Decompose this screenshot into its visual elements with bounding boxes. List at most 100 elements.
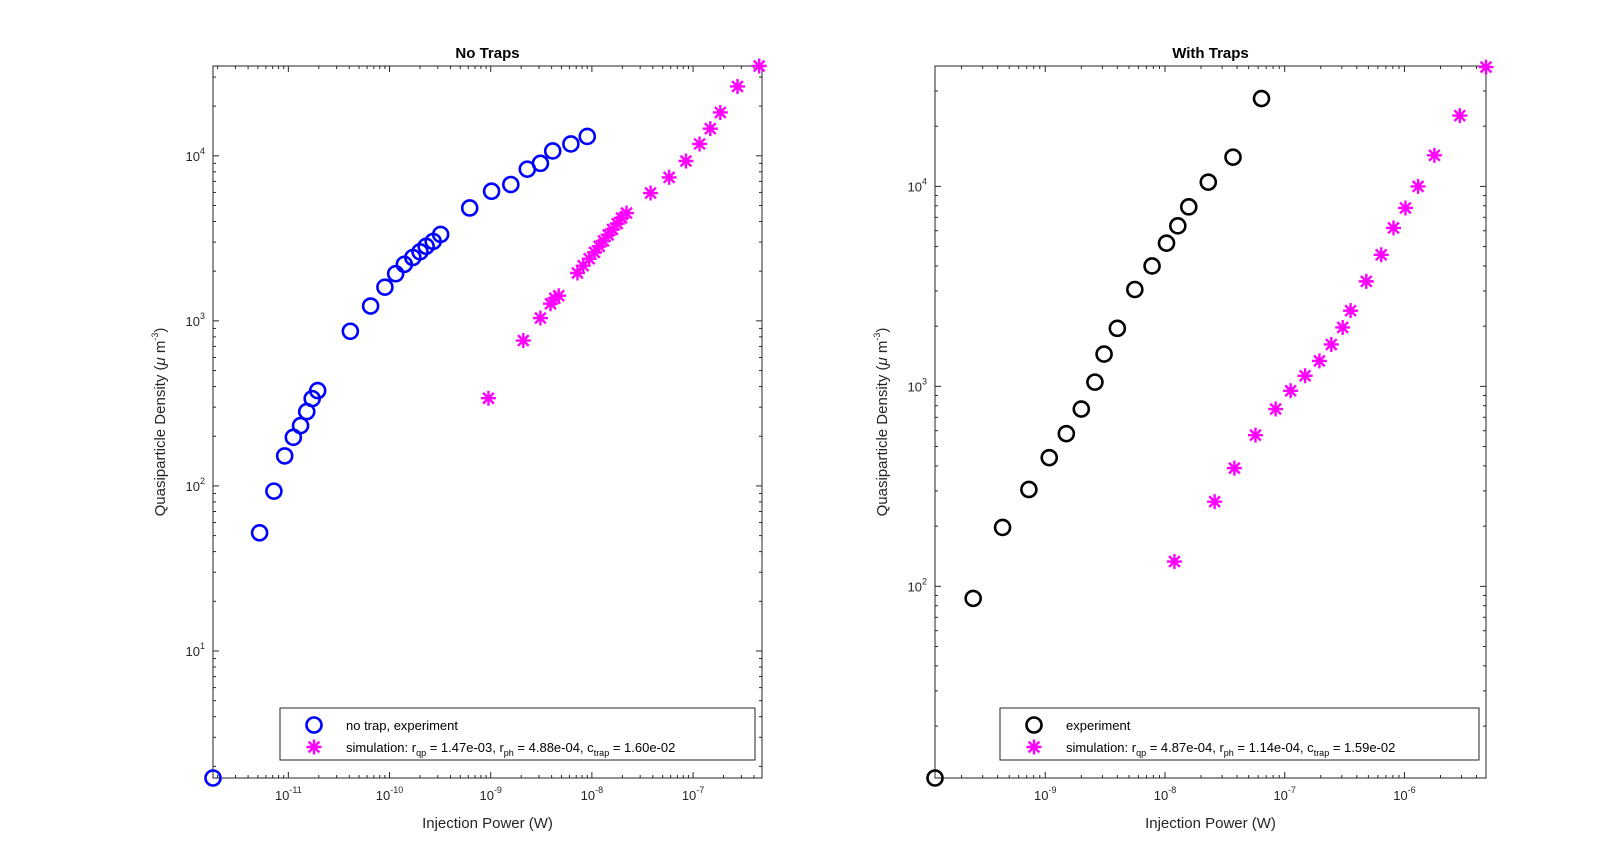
data-point [376, 278, 394, 296]
legend-entry-sub: qp [416, 748, 426, 758]
y-axis-label-close: ) [152, 328, 169, 333]
y-tick-label-exp: 3 [200, 311, 205, 321]
x-axis-label: Injection Power (W) [1145, 815, 1276, 832]
data-point [204, 769, 222, 787]
legend-entry-sub: ph [1224, 748, 1234, 758]
data-point [1335, 319, 1351, 335]
x-tick-label-exp: -6 [1408, 785, 1416, 795]
data-point [361, 297, 380, 315]
data-point [1452, 108, 1468, 124]
y-tick-label-exp: 4 [922, 176, 927, 186]
data-point [515, 333, 531, 349]
data-point [1166, 554, 1182, 570]
series-simulation [480, 58, 767, 406]
data-point [265, 482, 283, 500]
data-point [702, 121, 718, 137]
data-point [643, 185, 659, 201]
legend-entry: simulation: rqp = 1.47e-03, rph = 4.88e-… [346, 740, 675, 758]
x-tick-label: 10-6 [1393, 785, 1415, 803]
y-tick-label: 102 [908, 576, 927, 594]
x-tick-label-exp: -7 [1288, 785, 1296, 795]
x-tick-label-base: 10 [682, 788, 696, 803]
data-point [562, 135, 580, 153]
y-axis-label-exp: -3 [872, 333, 882, 341]
chart-title: With Traps [1172, 45, 1249, 62]
data-point [1283, 383, 1299, 399]
data-point [460, 199, 479, 217]
legend-entry: experiment [1066, 718, 1131, 733]
data-point [569, 265, 585, 281]
data-point [1057, 424, 1076, 443]
x-tick-label-base: 10 [1034, 788, 1048, 803]
data-point [595, 233, 611, 249]
x-tick-label: 10-8 [1154, 785, 1176, 803]
data-point [1410, 178, 1426, 194]
legend-entry-sub: trap [594, 748, 610, 758]
y-tick-label-exp: 2 [200, 476, 205, 486]
data-point [1086, 373, 1104, 391]
data-point [532, 310, 548, 326]
y-tick-label-base: 10 [186, 644, 200, 659]
data-point [1072, 400, 1091, 418]
data-point [531, 154, 550, 173]
data-point [1020, 480, 1038, 499]
y-tick-label: 104 [908, 176, 927, 194]
data-point [578, 127, 597, 146]
x-tick-label-exp: -7 [696, 785, 704, 795]
x-axis-label: Injection Power (W) [422, 815, 553, 832]
y-tick-label-exp: 1 [200, 641, 205, 651]
x-tick-label-base: 10 [1393, 788, 1407, 803]
data-point [1207, 494, 1223, 510]
data-point [1343, 303, 1359, 319]
y-axis-label-mu: μ [874, 357, 891, 366]
y-axis-label: Quasiparticle Density (μ m-3) [150, 328, 169, 517]
y-tick-label-base: 10 [908, 579, 922, 594]
y-tick-label-base: 10 [186, 149, 200, 164]
legend-entry-label: no trap, experiment [346, 718, 458, 733]
data-point [502, 175, 520, 194]
x-tick-label-base: 10 [376, 788, 390, 803]
x-tick-label: 10-8 [581, 785, 603, 803]
data-point [1426, 147, 1442, 163]
y-axis-label-exp: -3 [150, 333, 160, 341]
axes-frame [934, 65, 1487, 779]
y-tick-label-exp: 2 [922, 576, 927, 586]
x-tick-label: 10-9 [1034, 785, 1056, 803]
legend-entry-text: = 1.47e-03, r [426, 740, 504, 755]
legend-box [999, 707, 1480, 761]
data-point [575, 258, 591, 274]
y-tick-label-base: 10 [908, 379, 922, 394]
data-point [431, 225, 450, 244]
x-tick-label: 10-7 [682, 785, 704, 803]
x-tick-label-base: 10 [1273, 788, 1287, 803]
data-point [581, 251, 597, 267]
x-tick-label-base: 10 [479, 788, 493, 803]
data-point [1385, 220, 1401, 236]
data-point [551, 288, 567, 304]
data-point [482, 182, 501, 201]
x-tick-label-base: 10 [275, 788, 289, 803]
data-point [250, 523, 269, 542]
data-point [291, 416, 310, 435]
x-tick-label-exp: -9 [1048, 785, 1056, 795]
y-tick-label-base: 10 [908, 179, 922, 194]
legend-marker-asterisk-icon [1026, 739, 1042, 755]
y-axis-label: Quasiparticle Density (μ m-3) [872, 328, 891, 517]
legend: experiment simulation: rqp = 4.87e-04, rp… [999, 707, 1480, 761]
data-point [619, 205, 635, 221]
data-point [386, 264, 405, 283]
data-point [1252, 89, 1271, 108]
y-tick-label-exp: 4 [200, 146, 205, 156]
y-axis-label-text: Quasiparticle Density ( [874, 366, 891, 517]
data-point [1373, 247, 1389, 263]
data-point [1478, 59, 1494, 75]
data-point [926, 769, 944, 787]
data-point [678, 153, 694, 169]
legend-marker-circle-icon [1025, 716, 1043, 734]
legend-entry-sub: ph [504, 748, 514, 758]
data-point [275, 447, 294, 465]
data-point [712, 104, 728, 120]
data-point [1157, 234, 1176, 252]
